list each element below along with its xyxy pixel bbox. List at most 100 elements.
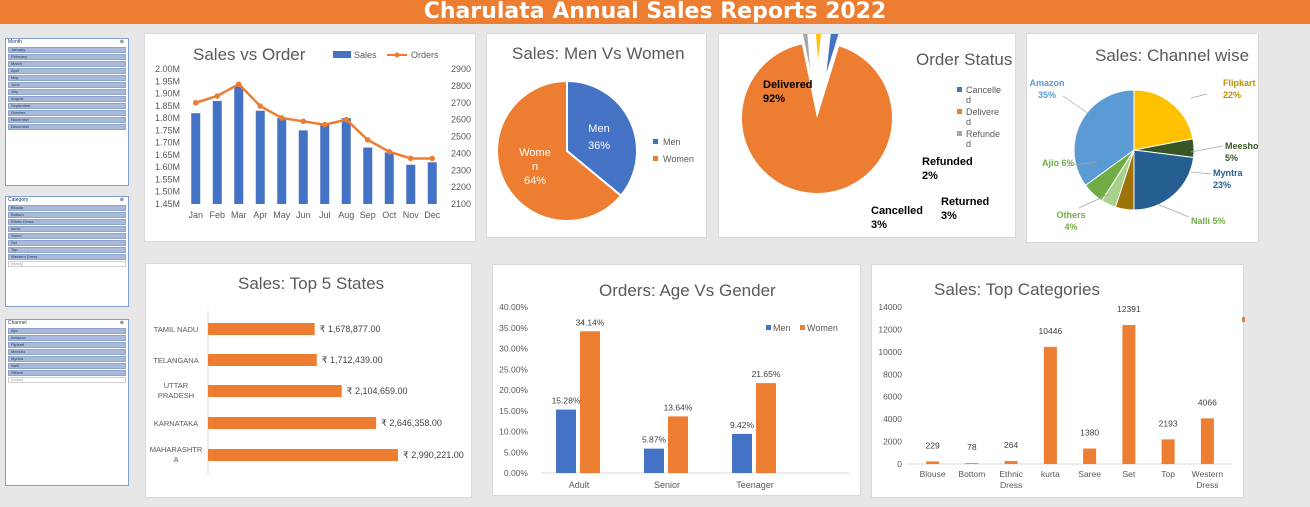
point-orders	[214, 93, 221, 99]
slicer-item[interactable]: January	[8, 47, 126, 53]
data-label: 34.14%	[576, 317, 605, 327]
data-label-refunded: 2%	[922, 170, 938, 182]
y-tick: 0.00%	[504, 468, 529, 478]
slicer-header-label: Category	[8, 197, 29, 203]
leader-line	[1078, 193, 1110, 209]
slicer-item[interactable]: November	[8, 117, 126, 123]
y-tick: 10000	[878, 347, 902, 357]
point-orders	[192, 99, 199, 106]
slicer-item[interactable]: April	[8, 68, 126, 74]
y-tick-left: 1.55M	[155, 174, 180, 184]
slicer-item[interactable]: kurta	[8, 226, 126, 232]
y-tick-right: 2300	[451, 165, 471, 175]
data-label: ₹ 2,646,358.00	[381, 418, 442, 428]
legend-label: Refunde	[966, 129, 1000, 139]
slicer-item[interactable]: Flipkart	[8, 342, 126, 348]
slicer-item[interactable]: Nalli	[8, 363, 126, 369]
data-label-women: Wome	[519, 147, 551, 159]
slicer-item[interactable]: Set	[8, 240, 126, 246]
slicer-item[interactable]: August	[8, 96, 126, 102]
y-tick-state: KARNATAKA	[154, 419, 198, 428]
y-tick-left: 1.95M	[155, 76, 180, 86]
x-tick: Bottom	[958, 469, 985, 479]
legend-label-men: Men	[773, 323, 791, 333]
data-label-cancelled: Cancelled	[871, 205, 923, 217]
bar-sales	[363, 147, 373, 204]
slicer-item[interactable]: October	[8, 110, 126, 116]
legend-swatch-women	[800, 325, 805, 330]
legend-label-sales: Sales	[354, 50, 377, 60]
slicer-item[interactable]: May	[8, 75, 126, 81]
slicer-item[interactable]: Others	[8, 370, 126, 376]
channel-slicer[interactable]: Channel ⊗ Ajio Amazon Flipkart Meesho Myntra Na…	[5, 319, 129, 486]
pie-slice-men	[566, 79, 638, 198]
slicer-item[interactable]: June	[8, 82, 126, 88]
slicer-item[interactable]: Saree	[8, 233, 126, 239]
leader-line	[1190, 145, 1224, 153]
clear-filter-icon[interactable]: ⊗	[119, 197, 124, 203]
y-tick: 6000	[883, 392, 902, 402]
month-slicer[interactable]: Month ⊗ January February March April May June Ju…	[5, 38, 129, 186]
data-label-refunded: Refunded	[922, 156, 973, 168]
legend-label: Cancelle	[966, 85, 1001, 95]
legend-label-orders: Orders	[411, 50, 439, 60]
slicer-header-label: Channel	[8, 320, 27, 326]
point-orders	[278, 115, 285, 121]
order-status-chart[interactable]: Order Status Cancelled 3% Delivered 92% Refun…	[718, 0, 1016, 238]
slicer-item[interactable]: September	[8, 103, 126, 109]
y-tick-left: 1.90M	[155, 89, 180, 99]
category-slicer[interactable]: Category ⊗ Blouse Bottom Ethnic Dress kurta Sa…	[5, 196, 129, 307]
men-vs-women-chart[interactable]: Sales: Men Vs Women Men 36% Wome n 64% Men Wome…	[486, 33, 707, 238]
data-label-meesho: Meesho	[1225, 141, 1259, 151]
x-tick: Dress	[1000, 480, 1022, 490]
slicer-item[interactable]: December	[8, 124, 126, 130]
y-tick: 25.00%	[499, 364, 528, 374]
data-label: 10446	[1039, 326, 1063, 336]
slicer-item[interactable]: Amazon	[8, 335, 126, 341]
y-tick-state: A	[173, 455, 178, 464]
bar-category	[1083, 448, 1097, 464]
y-tick: 10.00%	[499, 427, 528, 437]
slicer-item[interactable]: Ethnic Dress	[8, 219, 126, 225]
slicer-item[interactable]: (blank)	[8, 261, 126, 267]
point-orders	[321, 121, 328, 128]
channel-wise-chart[interactable]: Sales: Channel wise Amazon 35% Flipkart 22% M…	[1026, 33, 1259, 243]
bar-category	[1043, 346, 1057, 464]
y-tick-right: 2400	[451, 148, 471, 158]
legend-swatch-total	[1242, 317, 1247, 322]
slicer-item[interactable]: Meesho	[8, 349, 126, 355]
slicer-item[interactable]: Ajio	[8, 328, 126, 334]
bar-state	[208, 417, 377, 429]
slicer-item[interactable]: Top	[8, 247, 126, 253]
clear-filter-icon[interactable]: ⊗	[119, 320, 124, 326]
slicer-item[interactable]: Bottom	[8, 212, 126, 218]
y-tick-left: 1.85M	[155, 101, 180, 111]
pie-slice-delivered	[742, 44, 892, 194]
top-states-chart[interactable]: Sales: Top 5 States TAMIL NADU ₹ 1,678,877…	[145, 263, 472, 498]
slicer-item[interactable]: Blouse	[8, 205, 126, 211]
y-tick: 15.00%	[499, 406, 528, 416]
data-label-others: 4%	[1064, 222, 1077, 232]
slicer-item[interactable]: July	[8, 89, 126, 95]
slicer-item[interactable]: March	[8, 61, 126, 67]
leader-line	[1190, 171, 1212, 175]
y-tick: 4000	[883, 414, 902, 424]
bar-sales	[212, 100, 222, 204]
age-vs-gender-chart[interactable]: Orders: Age Vs Gender Men Women 40.00% 35.00…	[492, 264, 861, 496]
slicer-item[interactable]: Myntra	[8, 356, 126, 362]
sales-vs-order-chart[interactable]: Sales vs Order Sales Orders 2.00M 1.95M 1.90M…	[144, 33, 476, 242]
slicer-item[interactable]: (blank)	[8, 377, 126, 383]
slicer-item[interactable]: February	[8, 54, 126, 60]
data-label: ₹ 2,104,659.00	[347, 386, 408, 396]
bar-state	[208, 323, 315, 335]
bar-sales	[255, 110, 265, 204]
clear-filter-icon[interactable]: ⊗	[119, 39, 124, 45]
bar-women	[668, 416, 688, 473]
y-tick-state: TAMIL NADU	[154, 325, 199, 334]
data-label: 15.28%	[552, 396, 581, 406]
slicer-item[interactable]: Western Dress	[8, 254, 126, 260]
top-categories-chart[interactable]: Sales: Top CategoriesTotal14000120001000…	[871, 264, 1272, 498]
data-label-delivered: Delivered	[763, 79, 813, 91]
chart-title: Sales: Top Categories	[934, 280, 1100, 299]
data-label-ajio: Ajio 6%	[1042, 158, 1075, 168]
